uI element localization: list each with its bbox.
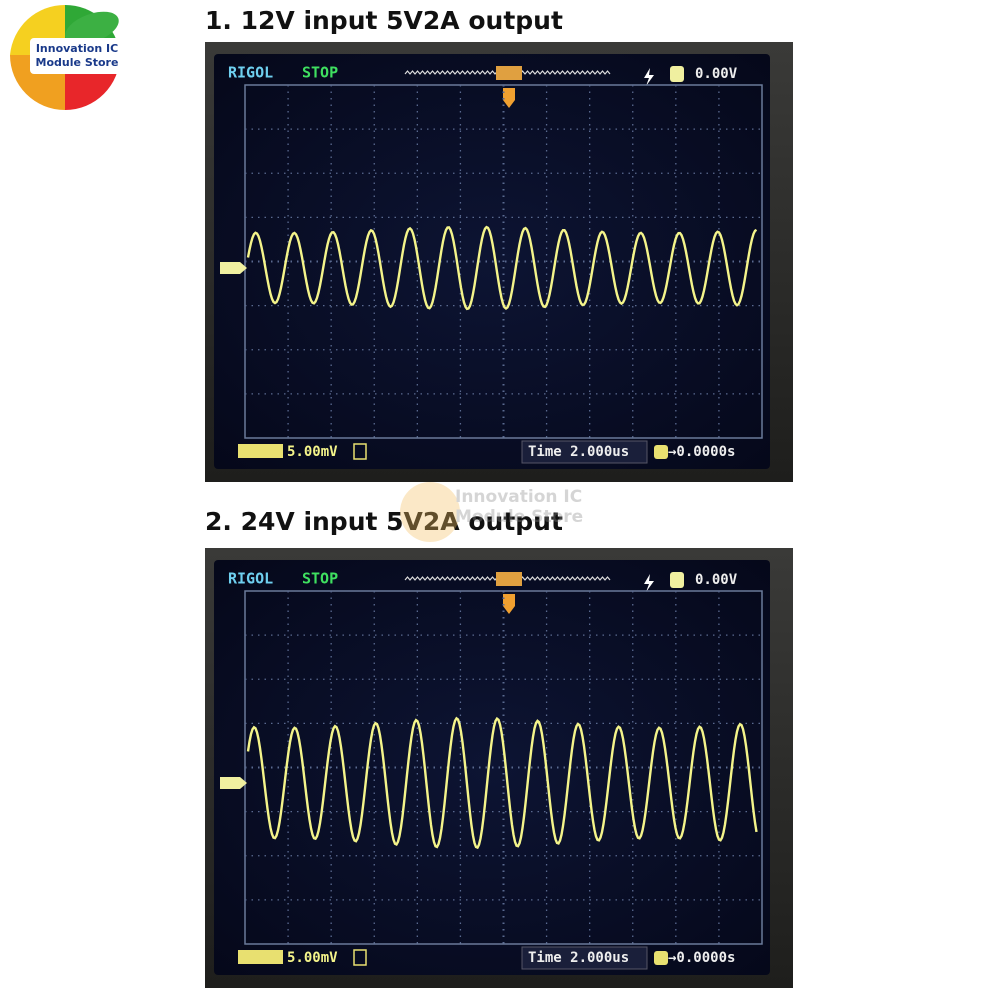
brand: RIGOL xyxy=(228,570,273,588)
ch-tag xyxy=(238,444,283,458)
channel-scale: 5.00mV xyxy=(287,950,338,966)
trigger-level: 0.00V xyxy=(695,572,738,588)
waveform xyxy=(246,716,758,850)
trigger-marker xyxy=(503,594,515,614)
logo: Innovation IC Module Store xyxy=(10,4,125,110)
bw-icon xyxy=(353,949,367,966)
time-box xyxy=(521,440,648,464)
trigger-level: 0.00V xyxy=(695,66,738,82)
offset-icon xyxy=(654,951,668,965)
channel-icon xyxy=(670,572,684,588)
channel-marker xyxy=(220,777,247,789)
channel-icon xyxy=(670,66,684,82)
offset-icon xyxy=(654,445,668,459)
offset: →0.0000s xyxy=(668,444,735,460)
panel-title: 2. 24V input 5V2A output xyxy=(205,507,563,536)
channel-marker xyxy=(220,262,247,274)
watermark: Innovation IC Module Store xyxy=(400,482,583,542)
logo-text: Module Store xyxy=(36,56,119,69)
time-box xyxy=(521,946,648,970)
status: STOP xyxy=(302,64,338,82)
logo-text: Innovation IC xyxy=(36,42,118,55)
panel-title: 1. 12V input 5V2A output xyxy=(205,6,563,35)
channel-scale: 5.00mV xyxy=(287,444,338,460)
watermark-text: Module Store xyxy=(455,507,583,527)
timebase: Time 2.000us xyxy=(528,444,629,460)
brand: RIGOL xyxy=(228,64,273,82)
trigger-marker xyxy=(503,88,515,108)
scope-panel: 1. 12V input 5V2A output RIGOL STOP 0.00V 5.… xyxy=(205,6,793,482)
timebase: Time 2.000us xyxy=(528,950,629,966)
ch-tag xyxy=(238,950,283,964)
bw-icon xyxy=(353,443,367,460)
watermark-text: Innovation IC xyxy=(455,487,582,507)
scope-panel: 2. 24V input 5V2A output RIGOL STOP 0.00V 5.… xyxy=(205,507,793,988)
trigger-pos xyxy=(496,572,522,586)
waveform xyxy=(246,225,758,311)
trigger-pos xyxy=(496,66,522,80)
trigger-icon xyxy=(644,68,654,86)
status: STOP xyxy=(302,570,338,588)
offset: →0.0000s xyxy=(668,950,735,966)
trigger-icon xyxy=(644,574,654,592)
